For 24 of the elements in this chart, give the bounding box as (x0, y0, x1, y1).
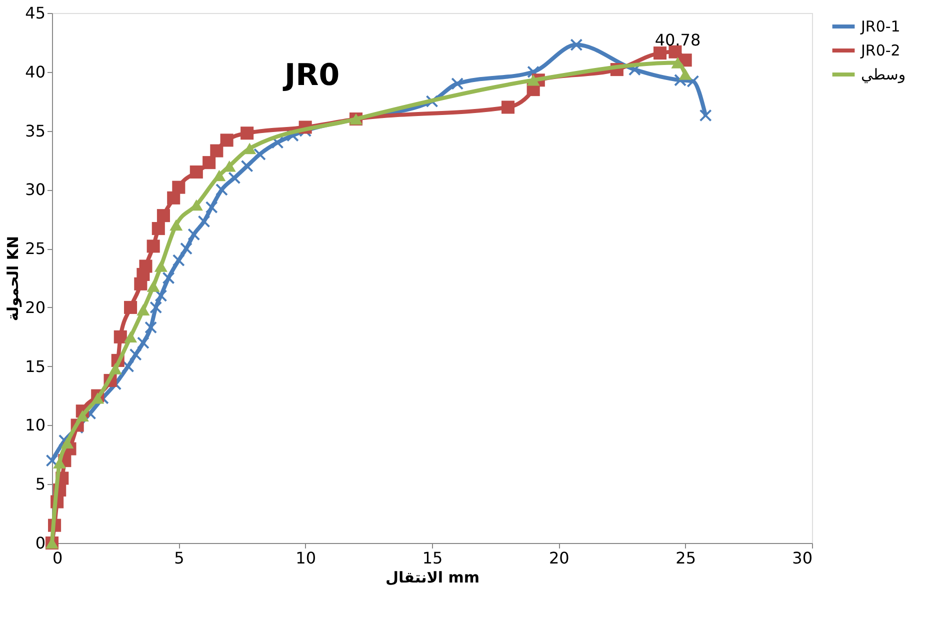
y-tick-label: 5 (35, 474, 46, 494)
text: JR0 (282, 58, 340, 93)
legend-label: JR0-1 (860, 18, 900, 36)
x-tick-label: 20 (548, 548, 570, 568)
y-tick-label: 30 (25, 180, 46, 200)
y-tick-label: 25 (25, 239, 46, 258)
y-tick-label: 15 (25, 356, 46, 376)
y-tick-label: 45 (25, 4, 46, 22)
y-tick-label: 35 (25, 121, 46, 140)
x-tick-label: 30 (792, 548, 812, 568)
y-axis-title: الحمولة KN (4, 236, 22, 322)
x-tick-label: 10 (296, 548, 316, 568)
y-tick-label: 10 (25, 416, 46, 435)
legend-label: وسطي (861, 66, 906, 84)
legend-label: JR0-2 (860, 42, 900, 60)
y-tick-label: 40 (25, 62, 46, 82)
x-tick-label: 15 (422, 548, 443, 568)
x-tick-label: 5 (174, 548, 184, 568)
data-label: 40.78 (654, 30, 701, 50)
y-tick-label: 0 (35, 534, 46, 552)
x-tick-label: 25 (676, 548, 696, 568)
x-axis-title: الانتقال mm (386, 568, 480, 586)
x-tick-label: 0 (52, 548, 63, 568)
y-tick-label: 20 (25, 298, 46, 317)
